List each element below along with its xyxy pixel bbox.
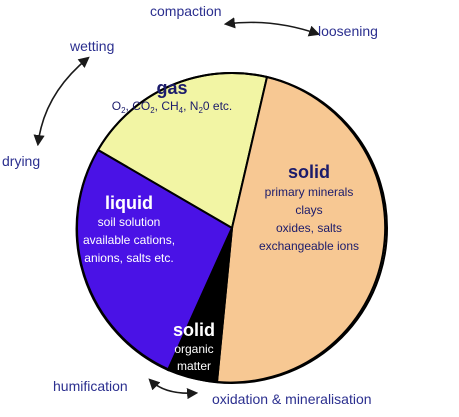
solid-mineral-line: clays: [295, 203, 322, 217]
liquid-line: available cations,: [83, 233, 175, 247]
solid-organic-line: organic: [174, 342, 213, 356]
solid-organic-line: matter: [177, 359, 211, 373]
pie-outline: [76, 72, 388, 384]
gas-formula: O2, CO2, CH4, N20 etc.: [112, 99, 233, 115]
liquid-title: liquid: [105, 193, 153, 213]
solid-organic-title: solid: [173, 320, 215, 340]
compaction-label: compaction: [150, 3, 222, 19]
gas-title: gas: [156, 78, 187, 98]
humification-oxidation-arrow: [148, 378, 199, 400]
oxidation-mineralisation-label: oxidation & mineralisation: [212, 391, 372, 407]
solid-mineral-line: oxides, salts: [276, 221, 342, 235]
humification-label: humification: [53, 378, 128, 394]
drying-label: drying: [2, 153, 40, 169]
liquid-line: anions, salts etc.: [84, 251, 173, 265]
liquid-line: soil solution: [98, 215, 161, 229]
solid-mineral-line: exchangeable ions: [259, 239, 359, 253]
solid-mineral-title: solid: [288, 162, 330, 182]
solid-mineral-line: primary minerals: [265, 185, 354, 199]
compaction-loosening-arrow: [223, 17, 321, 37]
wetting-label: wetting: [69, 38, 114, 54]
loosening-label: loosening: [318, 23, 378, 39]
wetting-drying-arrow: [33, 56, 90, 147]
